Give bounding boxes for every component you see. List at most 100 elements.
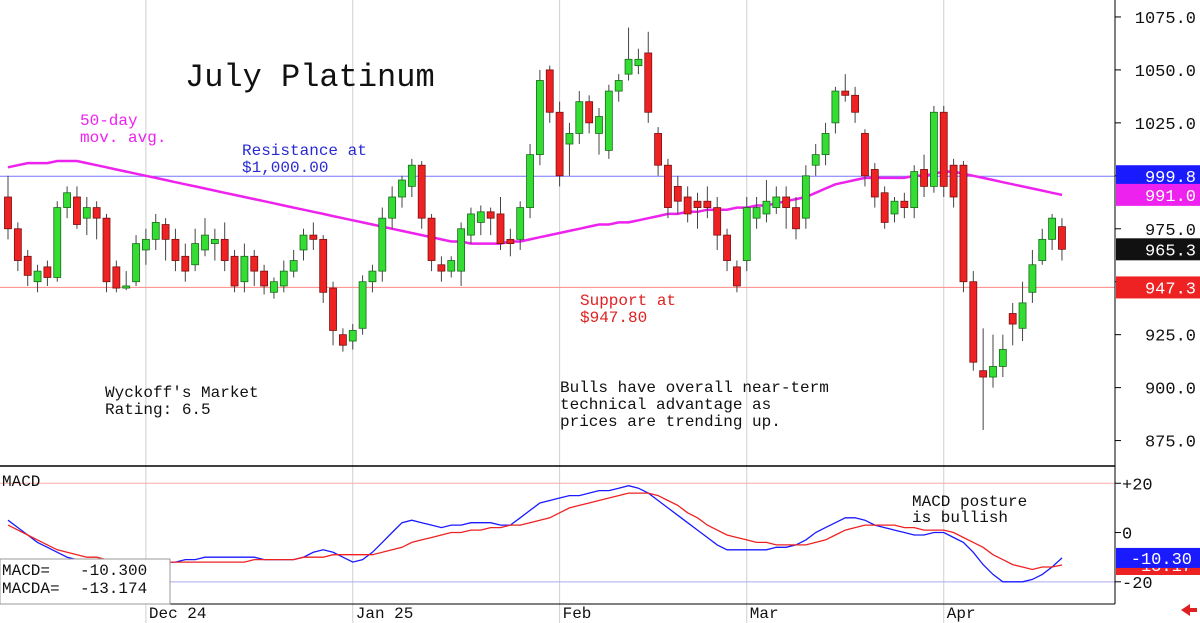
candle-body: [545, 69, 554, 113]
candle-body: [171, 238, 180, 261]
ma-label: 50-day: [80, 112, 138, 130]
candle-body: [526, 154, 534, 208]
line-series: [7, 485, 1063, 583]
annotation: MACD posture: [912, 493, 1027, 511]
candle-body: [210, 238, 219, 244]
annotation: $947.80: [580, 309, 647, 327]
y-tick-label: 1050.0: [1135, 63, 1196, 82]
annotation: Wyckoff's Market: [105, 384, 259, 402]
candle-body: [742, 207, 751, 261]
candle-body: [723, 234, 731, 261]
panel-title: MACD: [2, 473, 40, 491]
candle-body: [939, 111, 948, 187]
line-series: [7, 492, 1063, 571]
annotation: $1,000.00: [242, 159, 328, 177]
annotation: technical advantage as: [560, 396, 771, 414]
price-tag-label: 999.8: [1145, 169, 1196, 188]
candle-body: [821, 133, 830, 156]
candle-body: [23, 255, 32, 276]
candle-body: [949, 164, 958, 198]
candle-body: [427, 217, 436, 261]
candle-body: [161, 224, 170, 240]
candle-body: [358, 281, 367, 329]
candle-body: [447, 260, 456, 272]
candle-body: [250, 255, 259, 272]
candle-body: [555, 111, 564, 177]
candle-body: [191, 243, 200, 266]
candle-body: [506, 238, 515, 244]
candle-body: [861, 133, 869, 177]
candle-body: [782, 196, 791, 208]
candle-body: [289, 260, 298, 272]
candle-body: [398, 179, 406, 198]
price-tag: [1116, 276, 1200, 299]
candle-body: [959, 164, 968, 283]
candle-body: [624, 58, 633, 75]
candle-body: [102, 217, 111, 283]
candle-body: [141, 238, 150, 251]
candle-body: [279, 270, 288, 287]
annotation: is bullish: [912, 509, 1008, 527]
value-tag-label: -10.30: [1131, 551, 1192, 570]
x-tick-label: Mar: [750, 605, 779, 623]
candle-body: [73, 196, 81, 225]
candle-body: [437, 264, 446, 272]
candle-body: [4, 196, 12, 230]
y-tick-label: 925.0: [1145, 328, 1196, 347]
y-tick-label: 975.0: [1145, 222, 1196, 241]
candle-body: [240, 255, 249, 283]
candle-body: [536, 80, 544, 156]
candle-body: [151, 222, 160, 240]
candle-body: [841, 90, 850, 96]
candle-body: [752, 207, 761, 219]
annotation: Bulls have overall near-term: [560, 379, 829, 397]
candle-body: [664, 164, 672, 208]
candle-body: [43, 266, 52, 278]
scroll-arrow[interactable]: [1181, 604, 1197, 616]
price-tag: [1116, 183, 1200, 206]
candle-body: [92, 207, 101, 219]
y-tick-label: 875.0: [1145, 434, 1196, 453]
candle-body: [1008, 313, 1017, 325]
candle-body: [407, 164, 416, 187]
candle-body: [53, 207, 62, 278]
candle-body: [811, 154, 820, 166]
legend-label: MACD=: [2, 562, 50, 580]
candle-body: [230, 255, 239, 287]
plot-area: [4, 27, 1066, 583]
candle-body: [476, 211, 485, 223]
candle-body: [348, 330, 357, 342]
candle-body: [112, 266, 121, 289]
candle-body: [683, 196, 692, 215]
x-tick-label: Apr: [947, 605, 976, 623]
ma-label: mov. avg.: [80, 129, 166, 147]
candle-body: [644, 52, 653, 113]
candle-body: [63, 192, 71, 208]
x-tick-label: Dec 24: [149, 605, 207, 623]
candle-body: [930, 111, 938, 187]
candle-body: [920, 169, 928, 187]
candle-body: [368, 270, 377, 283]
x-tick-label: Jan 25: [356, 605, 414, 623]
candle-body: [762, 200, 771, 215]
annotation: Rating: 6.5: [105, 401, 211, 419]
annotation: Resistance at: [242, 142, 367, 160]
candle-body: [870, 169, 879, 198]
candle-body: [654, 133, 662, 166]
candle-body: [634, 58, 643, 67]
candle-body: [851, 94, 859, 113]
candle-body: [604, 90, 613, 151]
candle-body: [673, 185, 682, 202]
candle-body: [220, 238, 229, 261]
candle-body: [900, 200, 909, 208]
candle-body: [467, 213, 475, 236]
candle-body: [890, 200, 899, 215]
candle-body: [201, 234, 209, 251]
annotation: prices are trending up.: [560, 413, 781, 431]
price-tag-label: 991.0: [1145, 188, 1196, 207]
candle-body: [388, 196, 397, 219]
price-tag: [1116, 165, 1200, 188]
candle-body: [299, 234, 308, 251]
